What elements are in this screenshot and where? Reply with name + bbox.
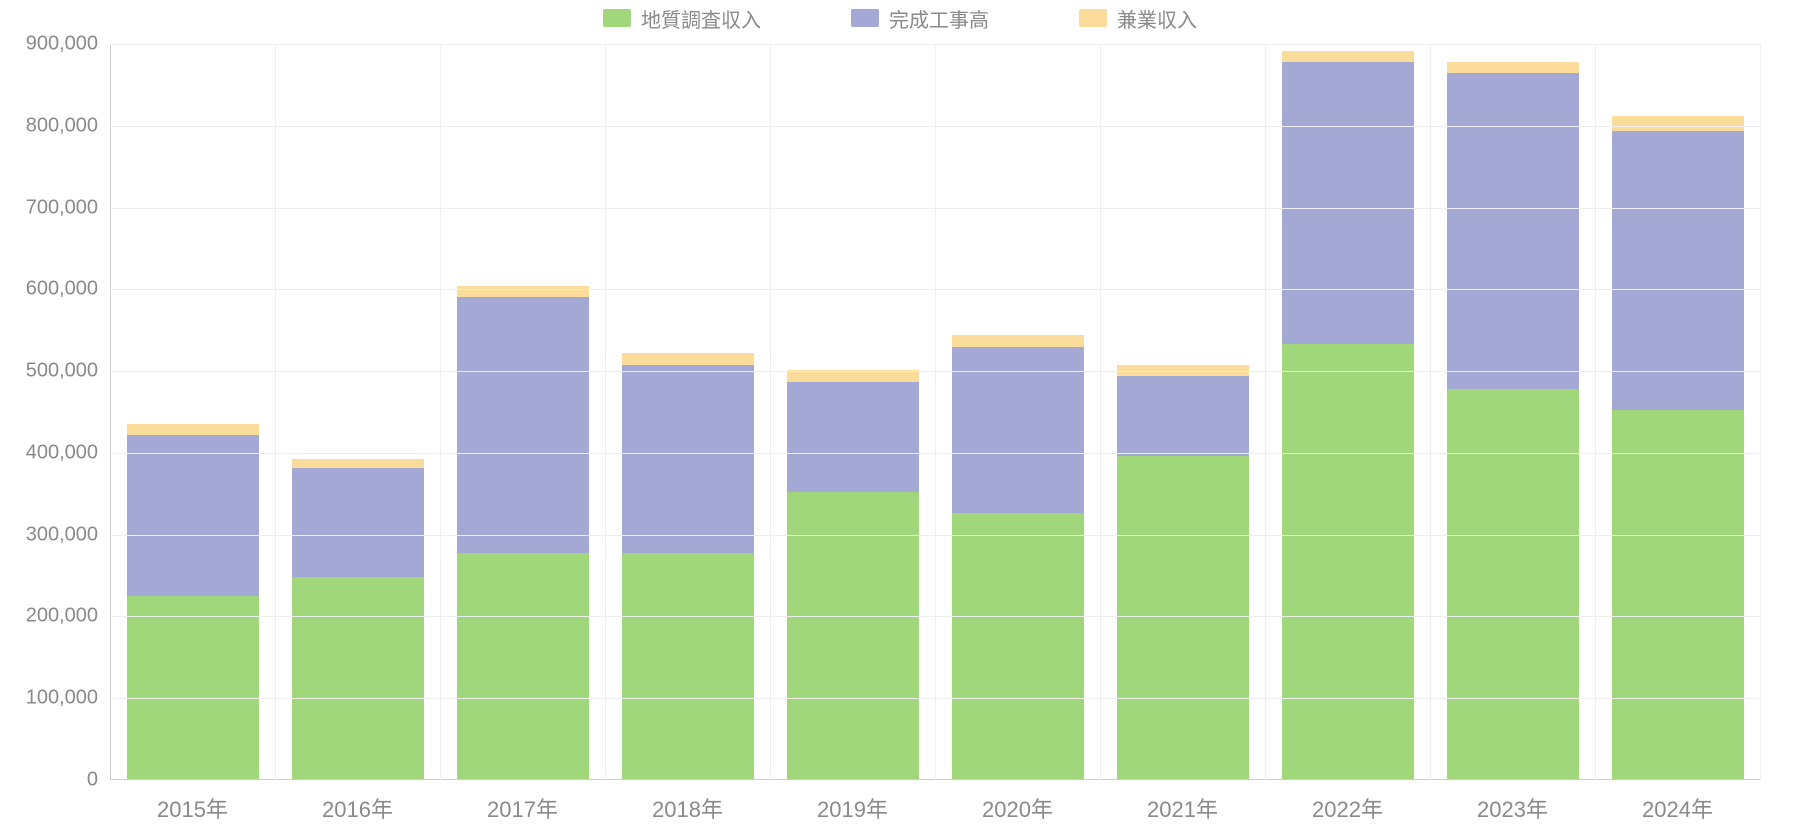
x-tick-label: 2018年 bbox=[652, 780, 723, 824]
y-tick-label: 400,000 bbox=[26, 441, 110, 464]
bar-group bbox=[1447, 44, 1579, 780]
bar-group bbox=[1612, 44, 1744, 780]
bar-seg-s2 bbox=[127, 435, 259, 596]
y-tick-label: 600,000 bbox=[26, 278, 110, 301]
bar-group bbox=[1117, 44, 1249, 780]
y-tick-label: 200,000 bbox=[26, 605, 110, 628]
legend: 地質調査収入 完成工事高 兼業収入 bbox=[0, 0, 1800, 36]
bar-seg-s1 bbox=[1117, 456, 1249, 780]
x-tick-label: 2021年 bbox=[1147, 780, 1218, 824]
bar-group bbox=[787, 44, 919, 780]
legend-swatch-s1 bbox=[603, 9, 631, 27]
y-tick-label: 800,000 bbox=[26, 114, 110, 137]
legend-swatch-s2 bbox=[851, 9, 879, 27]
bar-seg-s2 bbox=[787, 382, 919, 492]
y-tick-label: 700,000 bbox=[26, 196, 110, 219]
legend-item-s2: 完成工事高 bbox=[851, 4, 989, 33]
bar-seg-s1 bbox=[1447, 389, 1579, 780]
bar-seg-s1 bbox=[292, 577, 424, 780]
bar-seg-s2 bbox=[1117, 376, 1249, 456]
legend-label-s2: 完成工事高 bbox=[889, 4, 989, 33]
bar-seg-s3 bbox=[1612, 116, 1744, 131]
x-tick-label: 2022年 bbox=[1312, 780, 1383, 824]
x-tick-label: 2016年 bbox=[322, 780, 393, 824]
y-tick-label: 0 bbox=[87, 769, 110, 792]
bar-seg-s2 bbox=[457, 297, 589, 553]
legend-swatch-s3 bbox=[1079, 9, 1107, 27]
legend-label-s1: 地質調査収入 bbox=[641, 4, 761, 33]
bar-group bbox=[952, 44, 1084, 780]
x-tick-label: 2024年 bbox=[1642, 780, 1713, 824]
x-grid-line bbox=[1595, 44, 1596, 780]
x-grid-line bbox=[1430, 44, 1431, 780]
bar-seg-s3 bbox=[457, 286, 589, 297]
bar-seg-s3 bbox=[1282, 51, 1414, 62]
bar-seg-s3 bbox=[292, 459, 424, 469]
y-tick-label: 300,000 bbox=[26, 523, 110, 546]
y-tick-label: 100,000 bbox=[26, 687, 110, 710]
bar-seg-s1 bbox=[622, 553, 754, 780]
legend-label-s3: 兼業収入 bbox=[1117, 4, 1197, 33]
bar-seg-s3 bbox=[622, 353, 754, 365]
y-tick-label: 500,000 bbox=[26, 360, 110, 383]
bar-seg-s1 bbox=[952, 513, 1084, 780]
bar-group bbox=[1282, 44, 1414, 780]
bar-seg-s3 bbox=[952, 335, 1084, 346]
bar-seg-s2 bbox=[1447, 73, 1579, 389]
y-axis-line bbox=[110, 44, 111, 780]
x-tick-label: 2020年 bbox=[982, 780, 1053, 824]
bar-group bbox=[292, 44, 424, 780]
bar-group bbox=[127, 44, 259, 780]
x-tick-label: 2015年 bbox=[157, 780, 228, 824]
bar-seg-s2 bbox=[292, 468, 424, 577]
bar-seg-s1 bbox=[1612, 410, 1744, 780]
bar-seg-s2 bbox=[622, 365, 754, 552]
bar-seg-s1 bbox=[127, 596, 259, 780]
revenue-stacked-bar-chart: 地質調査収入 完成工事高 兼業収入 0100,000200,000300,000… bbox=[0, 0, 1800, 830]
x-tick-label: 2023年 bbox=[1477, 780, 1548, 824]
legend-item-s1: 地質調査収入 bbox=[603, 4, 761, 33]
x-grid-line bbox=[605, 44, 606, 780]
bar-seg-s2 bbox=[1612, 131, 1744, 411]
bar-group bbox=[622, 44, 754, 780]
x-tick-label: 2019年 bbox=[817, 780, 888, 824]
x-grid-line bbox=[440, 44, 441, 780]
y-tick-label: 900,000 bbox=[26, 33, 110, 56]
x-grid-line bbox=[275, 44, 276, 780]
x-grid-line bbox=[1100, 44, 1101, 780]
x-grid-line bbox=[770, 44, 771, 780]
bar-seg-s1 bbox=[1282, 344, 1414, 780]
x-grid-line bbox=[935, 44, 936, 780]
bar-group bbox=[457, 44, 589, 780]
x-grid-line bbox=[1760, 44, 1761, 780]
bar-seg-s3 bbox=[127, 424, 259, 435]
bar-seg-s1 bbox=[457, 553, 589, 780]
bar-seg-s2 bbox=[1282, 62, 1414, 344]
x-grid-line bbox=[1265, 44, 1266, 780]
bar-seg-s3 bbox=[1447, 62, 1579, 73]
plot-area: 0100,000200,000300,000400,000500,000600,… bbox=[110, 44, 1760, 780]
x-tick-label: 2017年 bbox=[487, 780, 558, 824]
legend-item-s3: 兼業収入 bbox=[1079, 4, 1197, 33]
